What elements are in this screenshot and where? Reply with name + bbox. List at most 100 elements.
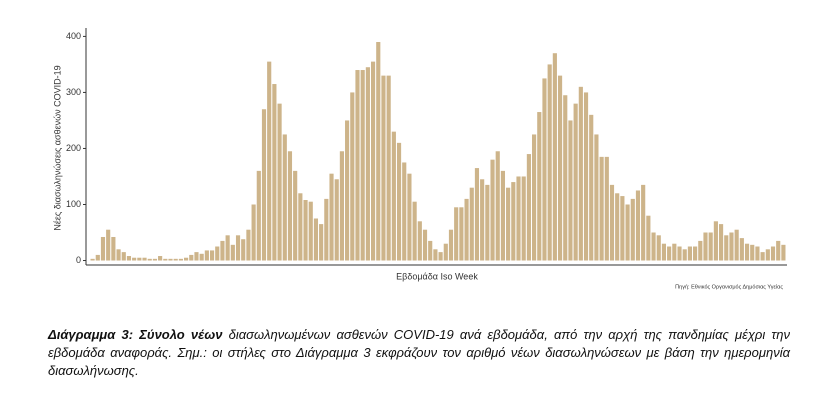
bar	[370, 61, 376, 261]
bar	[417, 221, 422, 261]
bar	[521, 176, 526, 261]
bar	[163, 258, 168, 261]
bar	[438, 252, 443, 261]
bar	[744, 243, 750, 261]
bar	[750, 244, 755, 261]
bar	[95, 254, 100, 261]
y-tick-label: 200	[66, 143, 81, 153]
bar	[209, 250, 215, 261]
y-tick-label: 0	[76, 255, 81, 265]
bar	[329, 173, 334, 261]
bar	[121, 252, 126, 261]
bar	[734, 229, 739, 261]
bar	[251, 204, 256, 261]
bar	[287, 151, 293, 261]
bar	[246, 229, 251, 261]
bar	[360, 70, 365, 261]
source: Πηγή: Εθνικός Οργανισμός Δημόσιας Υγείας	[675, 283, 783, 290]
bar	[459, 207, 464, 261]
bar	[402, 162, 407, 261]
bar	[282, 134, 287, 261]
bar	[235, 235, 241, 261]
bar	[615, 193, 620, 261]
bar	[412, 201, 417, 261]
bar	[215, 246, 220, 261]
bar	[339, 151, 344, 261]
bar	[428, 240, 433, 261]
bar	[147, 258, 152, 261]
bar	[313, 218, 319, 261]
bar	[485, 184, 490, 261]
bar	[729, 232, 734, 261]
bar	[755, 246, 760, 261]
bar	[261, 109, 267, 261]
bar	[594, 134, 599, 261]
bar	[583, 92, 589, 261]
bar	[682, 249, 687, 261]
bar	[641, 184, 646, 261]
bar	[391, 131, 396, 261]
bar	[687, 246, 692, 261]
bar	[693, 246, 698, 261]
bar	[469, 187, 474, 261]
bar	[724, 235, 729, 261]
bar	[142, 257, 147, 261]
bar	[506, 187, 511, 261]
bar	[480, 179, 485, 261]
bar	[677, 246, 682, 261]
bar	[173, 258, 178, 261]
bar	[448, 229, 454, 261]
bar	[386, 75, 391, 261]
bar	[557, 75, 563, 261]
bar	[568, 120, 573, 261]
bar	[474, 168, 480, 261]
bar	[620, 196, 625, 261]
bar	[770, 246, 776, 261]
bar	[656, 235, 661, 261]
bar	[168, 258, 173, 261]
bar	[578, 86, 583, 261]
y-tick-label: 400	[66, 31, 81, 41]
bar	[298, 193, 303, 261]
bar	[100, 236, 106, 261]
bar	[230, 244, 235, 261]
bar	[126, 256, 132, 261]
bar	[319, 224, 324, 261]
bar	[422, 229, 428, 261]
bar	[272, 84, 277, 261]
bar	[713, 221, 718, 261]
bar	[277, 103, 282, 261]
bar	[500, 170, 506, 261]
bar	[199, 253, 204, 261]
bar	[526, 154, 531, 261]
bar	[495, 151, 500, 261]
bar	[589, 114, 594, 261]
bar	[308, 201, 313, 261]
caption-text: διασωληνωμένων ασθενών COVID-19 ανά εβδο…	[48, 327, 790, 378]
bar	[781, 244, 786, 261]
bar	[184, 257, 189, 261]
bar	[241, 239, 246, 261]
bar	[334, 179, 339, 261]
bar	[381, 75, 386, 261]
bar	[563, 95, 568, 261]
bar	[537, 112, 542, 261]
bar	[511, 182, 516, 261]
bar	[350, 92, 355, 261]
bar	[516, 176, 521, 261]
bar	[90, 258, 95, 261]
bar	[407, 173, 412, 261]
bar	[204, 250, 209, 261]
bar	[194, 252, 199, 261]
bar	[667, 246, 672, 261]
caption-label: Διάγραμμα 3: Σύνολο νέων	[48, 327, 223, 342]
bar	[365, 67, 370, 261]
bar	[303, 200, 308, 261]
bar	[599, 156, 604, 261]
bar	[646, 215, 651, 261]
bar	[137, 257, 142, 261]
chart: Νέες διασωληνώσεις ασθενών COVID-19 Εβδο…	[52, 28, 787, 290]
bar	[604, 156, 609, 261]
bar	[132, 257, 137, 261]
